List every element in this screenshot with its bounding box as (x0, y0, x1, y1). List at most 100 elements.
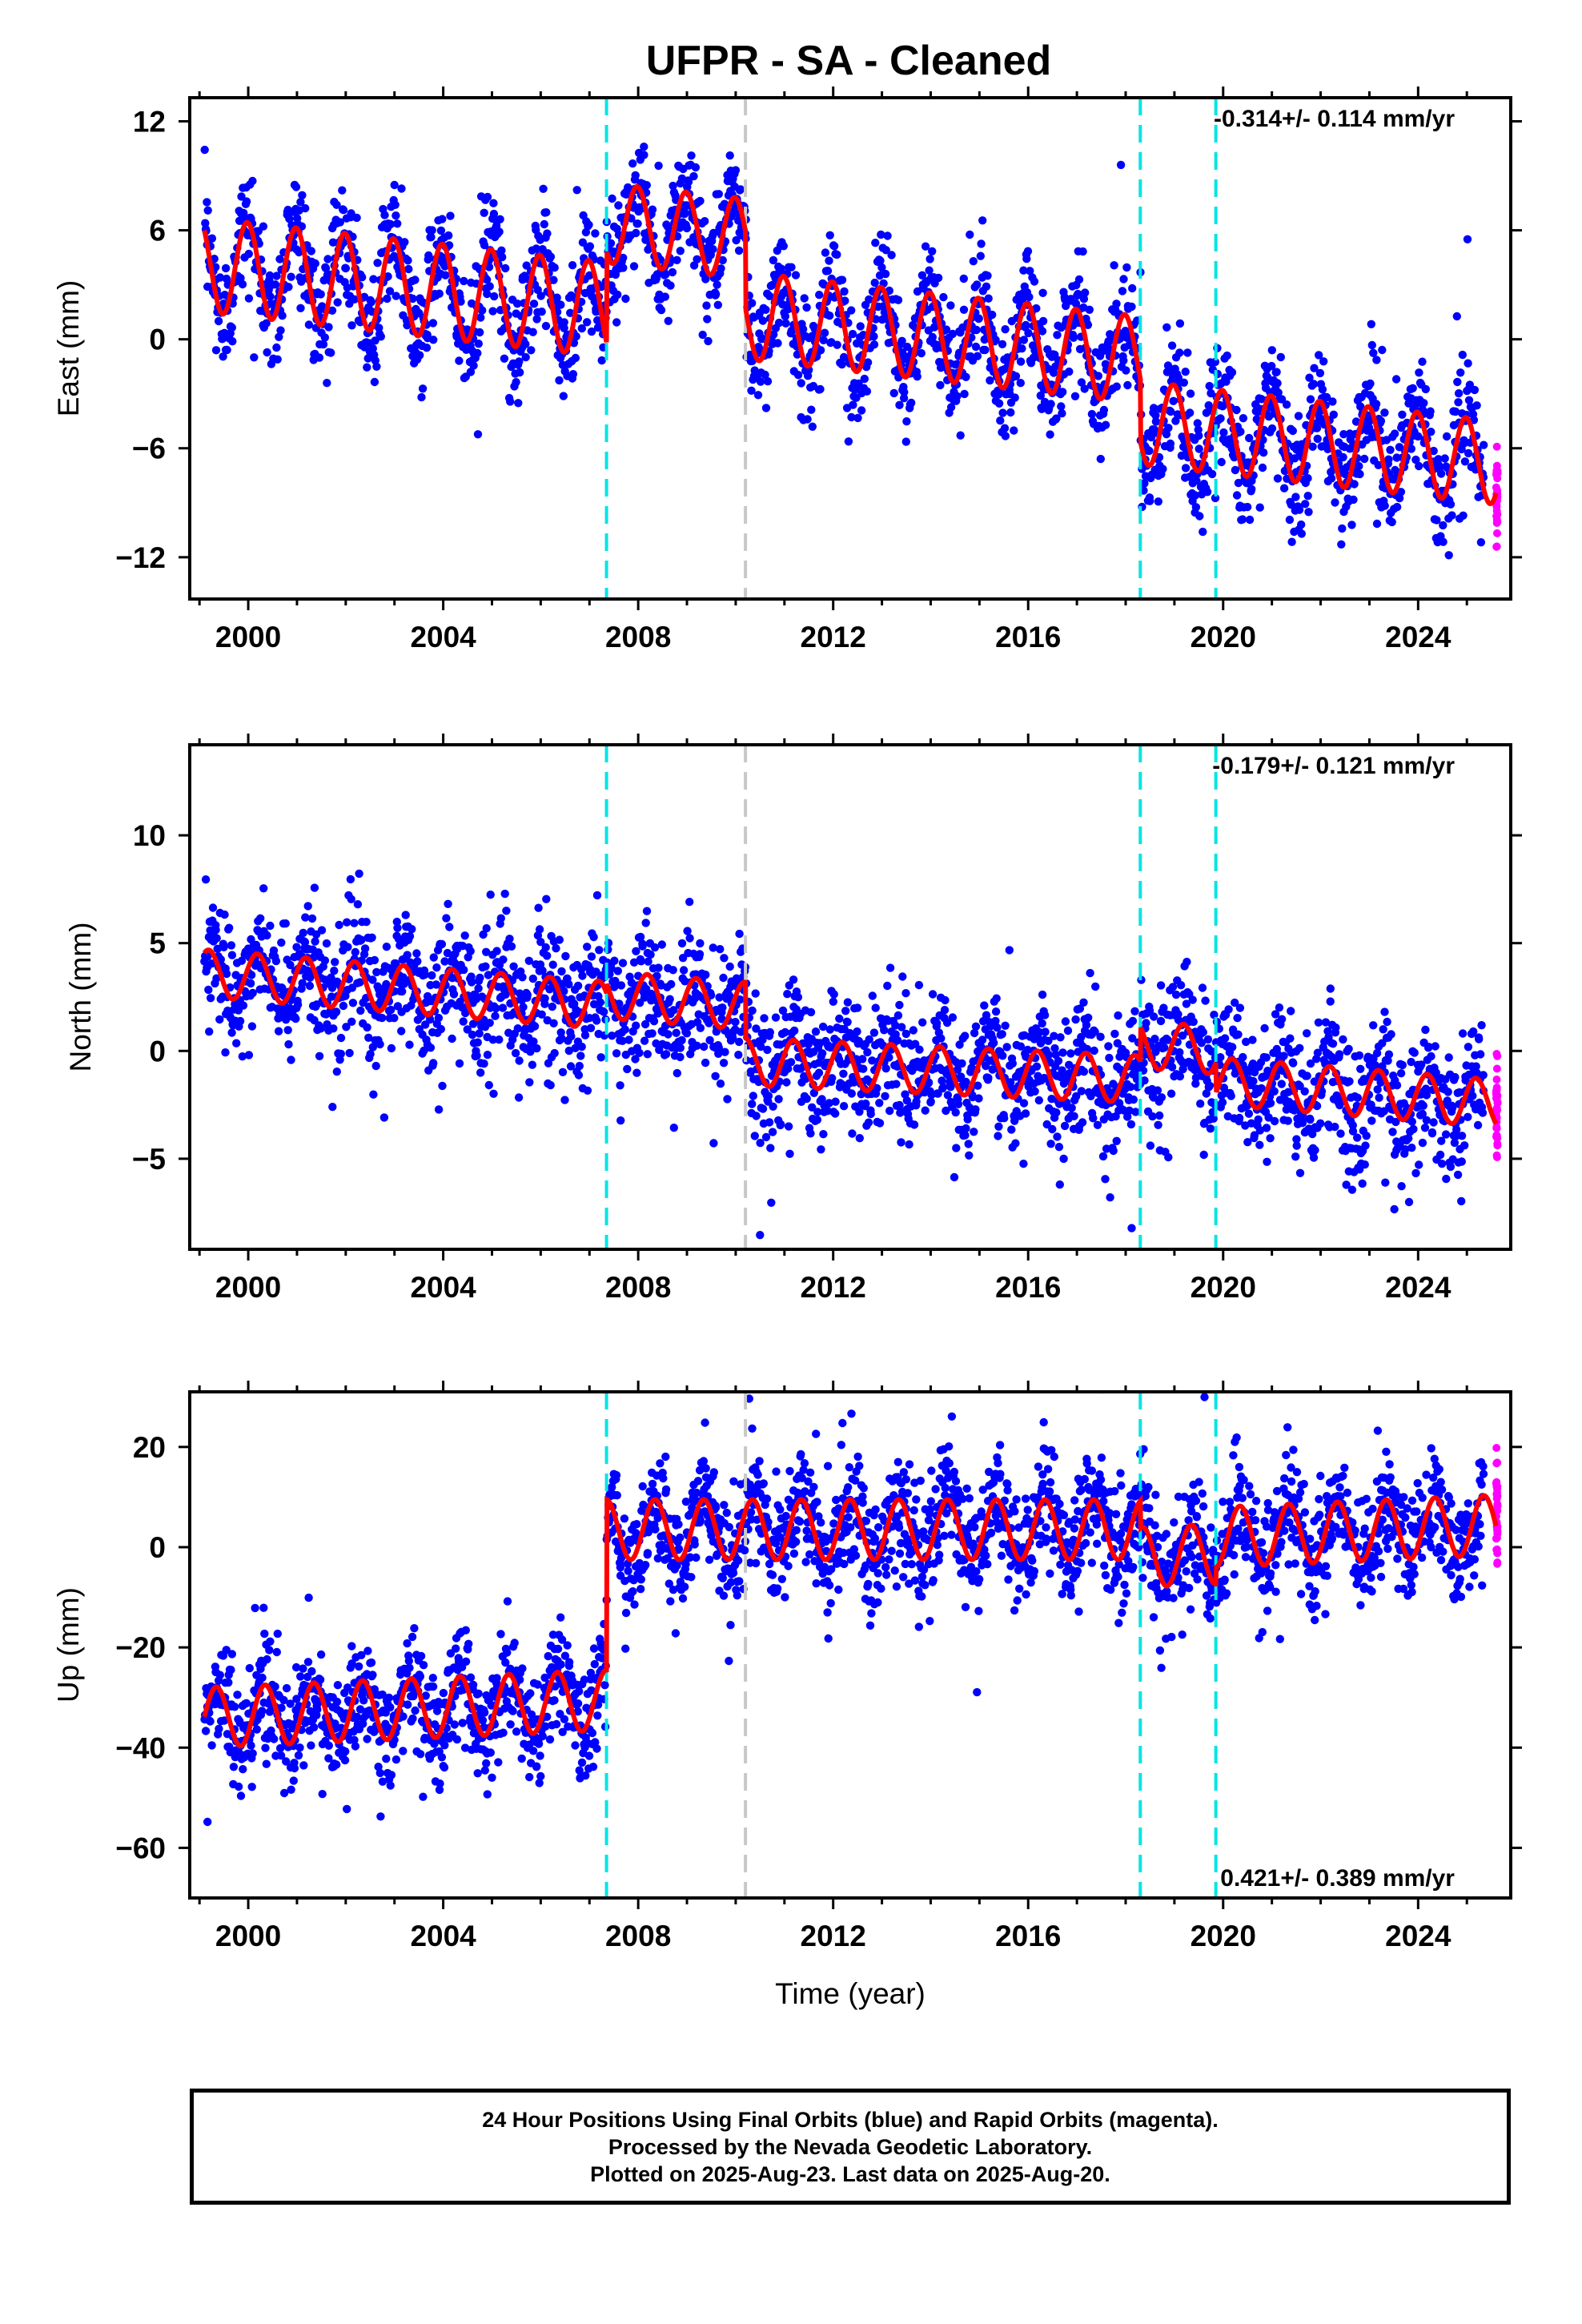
data-point (495, 1035, 504, 1044)
data-point (492, 1003, 500, 1013)
data-point (372, 362, 381, 371)
data-point (1367, 340, 1377, 350)
data-point (1404, 1134, 1413, 1143)
data-point (1191, 491, 1200, 500)
data-point (1380, 408, 1389, 417)
data-point (825, 1025, 835, 1034)
data-point (511, 1048, 520, 1058)
data-point (1319, 357, 1328, 366)
data-point (808, 1103, 817, 1112)
data-point (940, 1006, 950, 1015)
data-point (925, 266, 934, 275)
data-point (808, 422, 817, 431)
data-point (907, 398, 916, 408)
data-point (600, 1007, 608, 1016)
data-point (709, 245, 717, 254)
data-point (1186, 408, 1195, 417)
data-point (401, 911, 410, 919)
data-point (636, 932, 645, 942)
data-point (592, 891, 602, 900)
data-point (711, 1072, 720, 1081)
data-point (790, 1026, 799, 1035)
data-point (1084, 1013, 1093, 1023)
data-point (1038, 288, 1047, 297)
data-point (244, 249, 253, 259)
data-point (509, 962, 518, 971)
data-point (250, 353, 259, 362)
data-point (299, 928, 307, 938)
data-point (1358, 1179, 1367, 1188)
data-point (404, 256, 412, 265)
data-point (701, 971, 710, 979)
data-point (502, 907, 511, 915)
data-point (1038, 404, 1046, 413)
data-point (596, 1053, 605, 1062)
data-point (577, 1042, 586, 1051)
data-point (932, 1019, 942, 1027)
data-point (1275, 1003, 1284, 1012)
data-point (239, 1001, 248, 1010)
data-point (1206, 1124, 1215, 1133)
data-point (631, 1055, 640, 1063)
data-point (962, 1124, 970, 1133)
data-point (640, 993, 649, 1002)
data-point (278, 312, 287, 320)
data-point (1244, 1109, 1254, 1118)
data-point (1154, 1120, 1162, 1130)
data-point (1342, 1180, 1351, 1189)
data-point (328, 1103, 337, 1112)
data-point (885, 1053, 893, 1062)
data-point (1380, 501, 1389, 510)
data-point (1123, 380, 1132, 390)
data-point (1460, 457, 1470, 466)
data-point (1392, 453, 1401, 462)
data-point (455, 356, 464, 365)
data-point (608, 1031, 616, 1040)
data-point (1327, 474, 1336, 483)
data-point (1060, 1121, 1070, 1131)
data-point (829, 997, 838, 1007)
data-point (676, 1043, 685, 1052)
rapid-point (1492, 442, 1501, 451)
data-point (1052, 1108, 1061, 1117)
data-point (491, 1011, 500, 1020)
data-point (893, 1035, 902, 1045)
data-point (383, 272, 392, 281)
data-point (278, 983, 287, 993)
data-point (847, 1089, 857, 1098)
data-point (618, 959, 628, 967)
rapid-point (1492, 542, 1501, 551)
data-point (212, 974, 221, 983)
data-point (1411, 1168, 1420, 1178)
data-point (629, 958, 639, 967)
data-point (266, 292, 275, 301)
y-tick-label: −12 (115, 541, 166, 574)
data-point (311, 259, 319, 268)
data-point (219, 943, 228, 952)
data-point (612, 318, 621, 327)
data-point (391, 292, 400, 300)
data-point (952, 1144, 961, 1152)
data-point (1447, 511, 1456, 520)
data-point (983, 271, 992, 280)
data-point (1316, 1119, 1325, 1128)
data-point (1149, 404, 1158, 412)
data-point (928, 990, 938, 999)
data-point (865, 1035, 873, 1044)
data-point (227, 951, 237, 959)
y-tick-label: 0 (149, 324, 166, 356)
data-point (913, 372, 921, 381)
data-point (1415, 368, 1423, 377)
data-point (1131, 1108, 1140, 1116)
data-point (1030, 277, 1039, 286)
data-point (1078, 247, 1087, 256)
data-point (501, 263, 510, 273)
data-point (685, 934, 694, 943)
data-point (844, 437, 853, 446)
data-point (298, 191, 307, 199)
data-point (1128, 1034, 1137, 1043)
data-point (375, 1039, 384, 1049)
data-point (505, 935, 514, 943)
data-point (676, 1052, 685, 1062)
data-point (572, 186, 581, 195)
